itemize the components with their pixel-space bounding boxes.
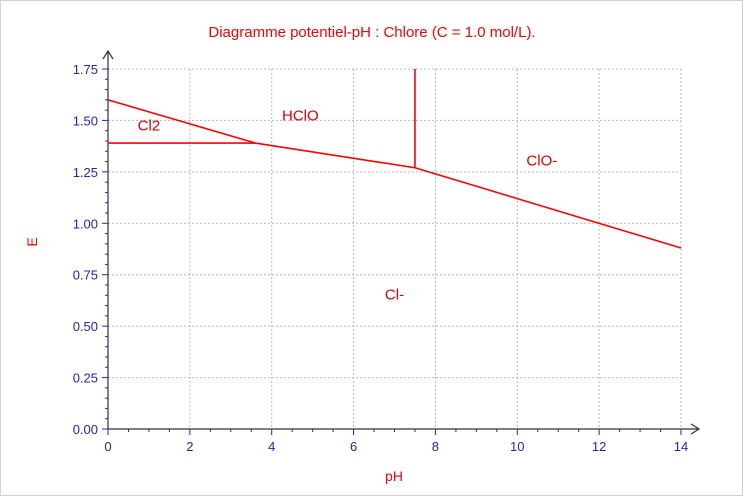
grid-layer: [108, 68, 682, 429]
boundary-line: [414, 166, 682, 249]
x-tick-label: 0: [104, 439, 111, 454]
y-axis-arrow-icon: [102, 49, 114, 60]
axis-layer: [102, 49, 701, 435]
region-labels: Cl2 HClO ClO- Cl-: [138, 107, 558, 303]
y-tick-label: 0.75: [73, 268, 98, 283]
x-tick-label: 12: [592, 439, 606, 454]
x-axis-title: pH: [385, 468, 403, 484]
x-tick-label: 10: [510, 439, 524, 454]
boundary-line: [255, 142, 416, 169]
y-tick-label: 0.00: [73, 422, 98, 437]
chart-title: Diagramme potentiel-pH : Chlore (C = 1.0…: [208, 24, 535, 41]
x-tick-label: 6: [350, 439, 357, 454]
y-tick-label: 1.25: [73, 165, 98, 180]
boundary-line: [107, 99, 256, 144]
x-axis-arrow-icon: [690, 423, 701, 435]
region-label: ClO-: [526, 153, 557, 170]
y-axis-title: E: [24, 237, 40, 246]
y-tick-label: 1.00: [73, 216, 98, 231]
x-tick-label: 14: [674, 439, 688, 454]
boundary-lines: [107, 69, 682, 249]
region-label: Cl2: [138, 118, 161, 135]
region-label: HClO: [282, 107, 319, 124]
tick-label-layer: 0 2 4 6 8 10 12 14 0.00 0.25 0.50 0.75 1.00 1.25 1.50 1…: [73, 62, 689, 454]
x-tick-label: 4: [268, 439, 275, 454]
region-label: Cl-: [385, 286, 404, 303]
y-tick-label: 0.25: [73, 371, 98, 386]
x-tick-label: 2: [186, 439, 193, 454]
y-tick-label: 1.50: [73, 113, 98, 128]
y-tick-label: 0.50: [73, 319, 98, 334]
y-tick-label: 1.75: [73, 62, 98, 77]
x-tick-label: 8: [432, 439, 439, 454]
